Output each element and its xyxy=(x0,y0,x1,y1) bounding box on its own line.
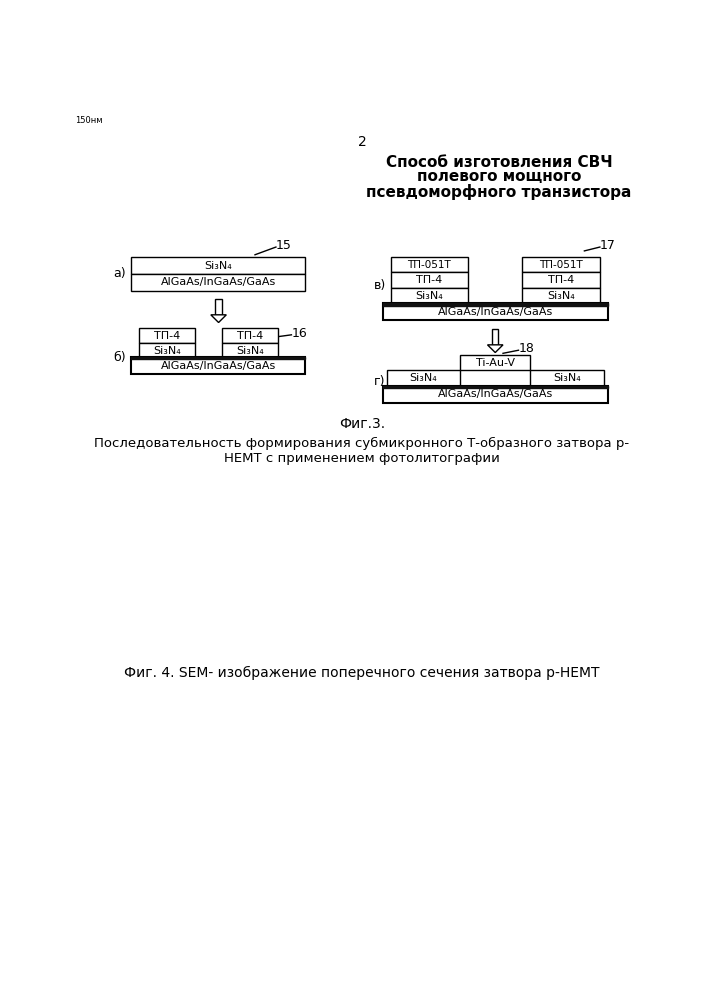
Bar xyxy=(522,288,600,303)
Text: Si₃N₄: Si₃N₄ xyxy=(204,261,232,271)
Text: 17: 17 xyxy=(600,239,616,252)
Text: 16: 16 xyxy=(291,327,307,340)
Text: ΤП-4: ΤП-4 xyxy=(238,331,264,341)
Text: AlGaAs/InGaAs/GaAs: AlGaAs/InGaAs/GaAs xyxy=(160,361,276,371)
Text: ΤП-4: ΤП-4 xyxy=(153,331,180,341)
Text: полевого мощного: полевого мощного xyxy=(417,169,581,184)
Text: ΤП-4: ΤП-4 xyxy=(416,275,443,285)
Text: Si₃N₄: Si₃N₄ xyxy=(553,373,581,383)
Text: Si₃N₄: Si₃N₄ xyxy=(153,346,180,356)
Bar xyxy=(530,370,604,386)
Bar xyxy=(139,343,194,359)
Text: Способ изготовления СВЧ: Способ изготовления СВЧ xyxy=(386,155,612,170)
Text: AlGaAs/InGaAs/GaAs: AlGaAs/InGaAs/GaAs xyxy=(438,307,553,317)
Bar xyxy=(460,355,530,370)
Bar xyxy=(391,272,468,288)
Text: псевдоморфного транзистора: псевдоморфного транзистора xyxy=(366,184,632,200)
Text: AlGaAs/InGaAs/GaAs: AlGaAs/InGaAs/GaAs xyxy=(160,277,276,287)
Text: 18: 18 xyxy=(518,342,534,355)
Bar xyxy=(383,386,607,403)
Text: Последовательность формирования субмикронного Т-образного затвора р-: Последовательность формирования субмикро… xyxy=(95,437,629,450)
Bar xyxy=(383,386,607,388)
Text: 2: 2 xyxy=(358,135,366,149)
Bar xyxy=(387,370,460,386)
Text: Фиг.3.: Фиг.3. xyxy=(339,417,385,431)
Text: в): в) xyxy=(373,279,386,292)
Text: б): б) xyxy=(113,351,126,364)
Bar xyxy=(522,257,600,272)
Text: Si₃N₄: Si₃N₄ xyxy=(409,373,438,383)
Text: AlGaAs/InGaAs/GaAs: AlGaAs/InGaAs/GaAs xyxy=(438,389,553,399)
Bar xyxy=(391,257,468,272)
Bar xyxy=(131,257,305,274)
Text: Si₃N₄: Si₃N₄ xyxy=(236,346,264,356)
Text: Ti-Au-V: Ti-Au-V xyxy=(476,358,515,368)
Bar xyxy=(391,288,468,303)
Polygon shape xyxy=(488,345,503,353)
Text: ΤП-051T: ΤП-051T xyxy=(539,260,583,270)
Bar xyxy=(223,328,279,343)
Text: а): а) xyxy=(113,267,126,280)
Bar xyxy=(223,343,279,359)
Text: Si₃N₄: Si₃N₄ xyxy=(547,291,575,301)
Bar xyxy=(492,329,498,345)
Text: ΤП-051T: ΤП-051T xyxy=(407,260,451,270)
Bar xyxy=(522,272,600,288)
Bar xyxy=(216,299,222,315)
Text: Si₃N₄: Si₃N₄ xyxy=(416,291,443,301)
Text: ΤП-4: ΤП-4 xyxy=(548,275,574,285)
Text: г): г) xyxy=(373,375,385,388)
Bar xyxy=(383,303,607,306)
Text: НЕМТ с применением фотолитографии: НЕМТ с применением фотолитографии xyxy=(224,452,500,465)
Text: Фиг. 4. SEM- изображение поперечного сечения затвора р-НЕМТ: Фиг. 4. SEM- изображение поперечного сеч… xyxy=(124,666,600,680)
Text: 15: 15 xyxy=(276,239,292,252)
Bar xyxy=(131,357,305,359)
Bar xyxy=(131,357,305,374)
Bar xyxy=(131,274,305,291)
Bar xyxy=(139,328,194,343)
Bar xyxy=(383,303,607,320)
Polygon shape xyxy=(211,315,226,323)
